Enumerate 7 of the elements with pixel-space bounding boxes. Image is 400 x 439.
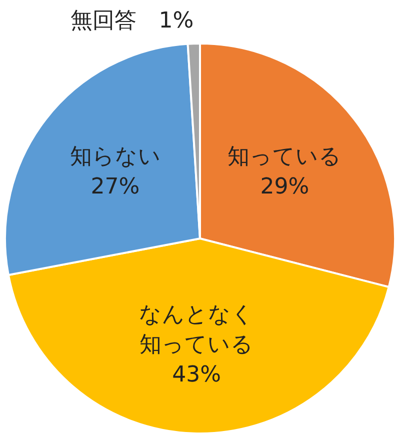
slice-label: 知っている — [228, 144, 342, 170]
data-label: 29% — [260, 174, 310, 200]
slice-label: なんとなく知っている — [139, 302, 254, 358]
slice-label: 無回答 1% — [70, 8, 194, 34]
data-label: 27% — [90, 174, 140, 200]
data-label: 43% — [172, 362, 222, 388]
slice-label: 知らない — [70, 144, 161, 170]
